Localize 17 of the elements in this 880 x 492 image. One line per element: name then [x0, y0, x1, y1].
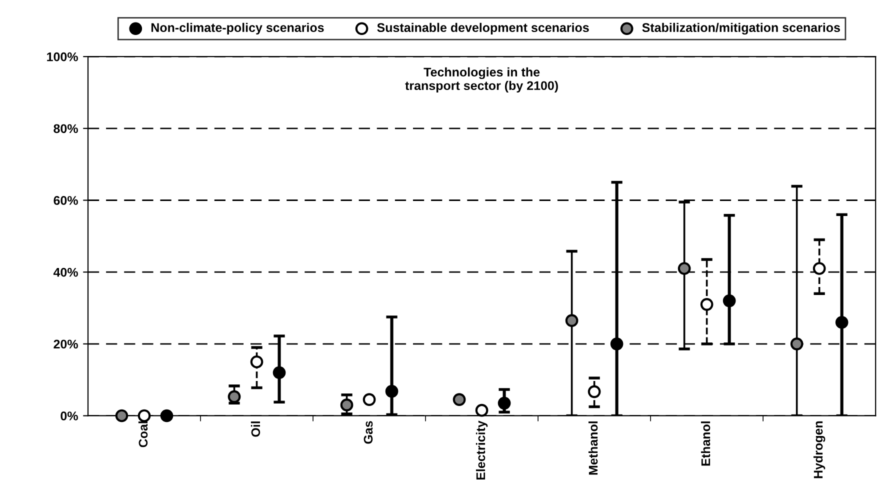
x-tick-label: Oil: [250, 421, 260, 437]
x-tick-label: Electricity: [476, 420, 488, 480]
x-tick-label: Coal: [138, 421, 148, 448]
x-tick-label: Methanol: [588, 421, 598, 475]
y-tick-label: 80%: [54, 124, 78, 134]
y-tick-label: 0%: [60, 412, 78, 420]
x-tick-label: Hydrogen: [813, 421, 826, 478]
text: Technologies in the transport sector (by 2100): [405, 67, 558, 93]
x-tick-label: Ethanol: [701, 421, 710, 466]
legend-label: Non-climate-policy scenarios: [151, 22, 324, 34]
y-tick-label: 40%: [53, 268, 78, 277]
x-tick-label: Gas: [364, 421, 373, 444]
legend-label: Stabilization/mitigation scenarios: [642, 22, 840, 35]
y-tick-label: 60%: [54, 196, 78, 205]
y-tick-label: 100%: [47, 52, 78, 62]
y-tick-label: 20%: [54, 340, 78, 349]
legend-label: Sustainable development scenarios: [377, 22, 589, 34]
